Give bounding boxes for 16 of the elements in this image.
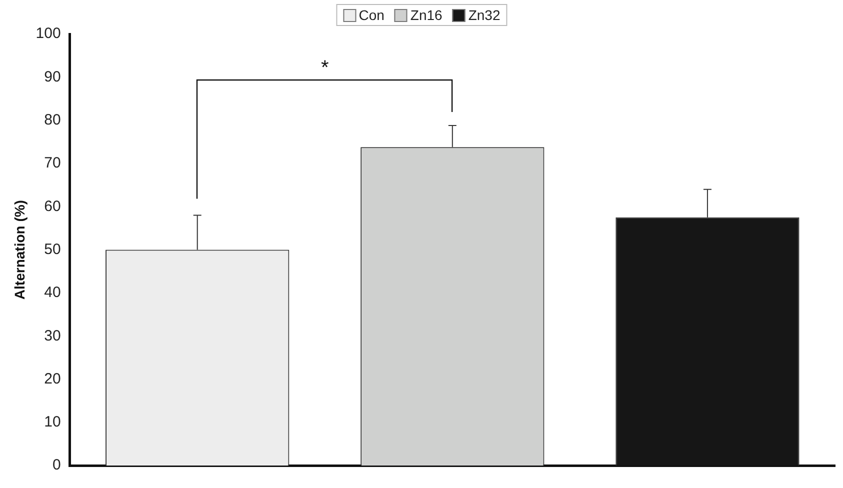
annotation: *: [320, 57, 329, 80]
y-tick-label: 50: [44, 240, 61, 258]
y-tick-label: 70: [44, 154, 61, 172]
y-tick-label: 60: [44, 198, 61, 215]
y-tick-label: 90: [44, 68, 61, 86]
y-tick-label: 10: [44, 414, 61, 431]
legend-label: Zn32: [468, 7, 500, 23]
legend-label: Con: [358, 7, 384, 23]
y-tick-label: 20: [44, 370, 61, 388]
y-axis-title: Alternation (%): [11, 200, 28, 300]
y-tick-label: 80: [44, 111, 61, 128]
y-tick-label: 0: [52, 456, 61, 474]
y-tick-label: 30: [44, 327, 61, 344]
legend-label: Zn16: [410, 7, 442, 23]
y-tick-label: 40: [44, 284, 61, 302]
y-tick-label: 100: [36, 25, 61, 42]
